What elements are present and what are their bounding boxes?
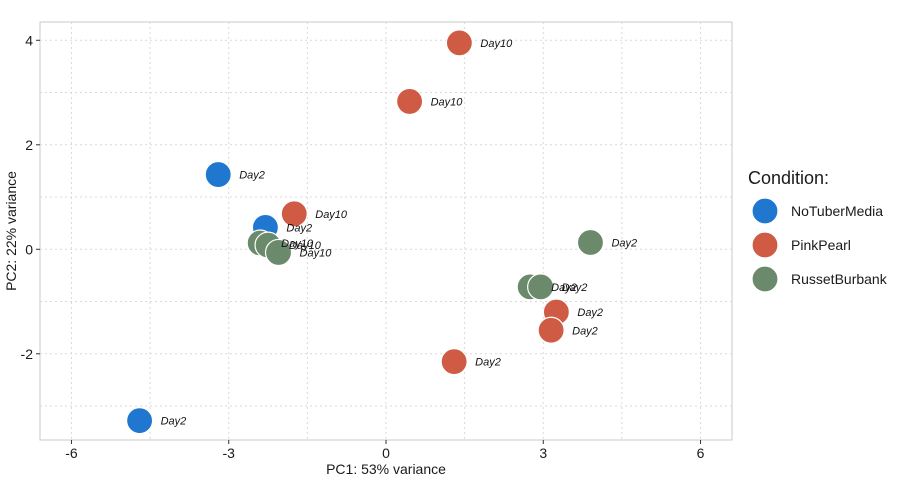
data-point bbox=[280, 200, 308, 228]
data-point bbox=[440, 348, 468, 376]
data-points bbox=[126, 29, 605, 435]
point-label: Day2 bbox=[577, 307, 603, 319]
point-labels: Day2Day2Day2Day10Day10Day10Day2Day2Day2D… bbox=[161, 38, 638, 428]
x-tick-label: -6 bbox=[65, 445, 78, 461]
legend-label: PinkPearl bbox=[791, 237, 851, 253]
data-point bbox=[576, 228, 605, 257]
y-tick-label: 4 bbox=[25, 32, 33, 48]
y-tick-label: -2 bbox=[21, 346, 34, 362]
data-point bbox=[126, 407, 154, 435]
point-label: Day10 bbox=[480, 38, 513, 50]
point-label: Day2 bbox=[286, 222, 312, 234]
x-tick-label: -3 bbox=[223, 445, 236, 461]
point-label: Day2 bbox=[611, 237, 637, 249]
y-tick-label: 2 bbox=[25, 137, 33, 153]
point-label: Day10 bbox=[315, 209, 348, 221]
point-label: Day10 bbox=[281, 238, 314, 250]
point-label: Day2 bbox=[239, 170, 265, 182]
x-tick-label: 6 bbox=[697, 445, 705, 461]
point-label: Day2 bbox=[562, 282, 588, 294]
data-point bbox=[395, 87, 424, 116]
legend-key bbox=[751, 265, 779, 293]
x-axis-title: PC1: 53% variance bbox=[326, 461, 446, 477]
legend-label: RussetBurbank bbox=[791, 271, 888, 287]
legend-key bbox=[751, 231, 779, 259]
point-label: Day10 bbox=[300, 247, 333, 259]
grid bbox=[40, 22, 732, 440]
axes: -6 -3 0 3 6 -2 0 2 4 bbox=[21, 32, 705, 461]
data-point bbox=[445, 29, 473, 57]
data-point bbox=[204, 160, 232, 189]
point-label: Day2 bbox=[572, 325, 598, 337]
legend-key bbox=[751, 197, 779, 225]
point-label: Day10 bbox=[289, 240, 322, 252]
legend: Condition: NoTuberMedia PinkPearl RussetBu… bbox=[748, 168, 888, 293]
y-axis-title: PC2: 22% variance bbox=[3, 171, 19, 291]
data-point bbox=[537, 316, 565, 344]
plot-panel bbox=[39, 21, 733, 441]
x-tick-label: 0 bbox=[382, 445, 390, 461]
point-label: Day2 bbox=[551, 282, 577, 294]
data-point bbox=[527, 273, 555, 301]
point-label: Day2 bbox=[161, 416, 187, 428]
data-point bbox=[264, 238, 293, 267]
legend-label: NoTuberMedia bbox=[791, 203, 883, 219]
legend-title: Condition: bbox=[748, 168, 829, 188]
y-tick-label: 0 bbox=[25, 241, 33, 257]
x-tick-label: 3 bbox=[539, 445, 547, 461]
point-label: Day2 bbox=[475, 357, 501, 369]
point-label: Day10 bbox=[431, 96, 464, 108]
